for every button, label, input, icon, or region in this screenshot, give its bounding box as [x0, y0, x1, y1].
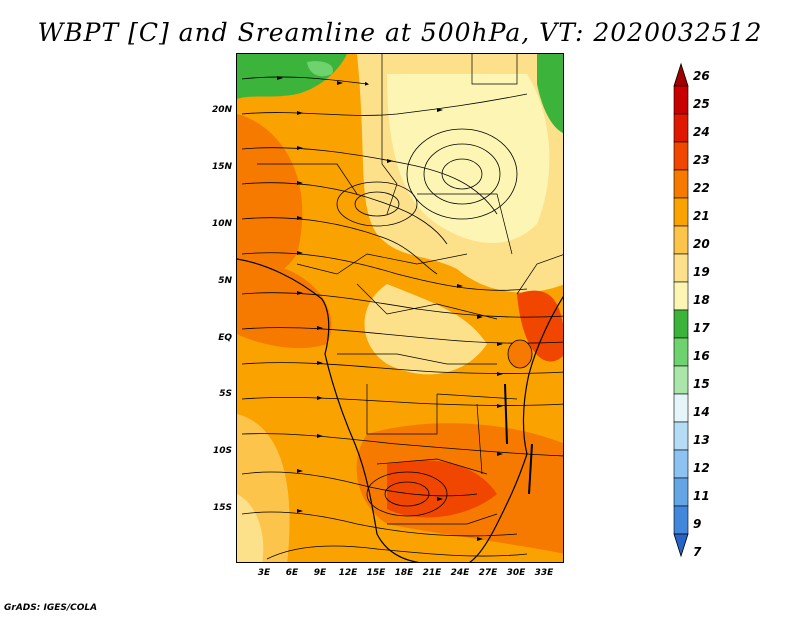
colorbar-label: 14: [693, 405, 710, 419]
colorbar-label: 13: [693, 433, 710, 447]
lon-label-12e: 12E: [338, 568, 358, 578]
colorbar-label: 25: [693, 97, 710, 111]
map-panel: [236, 53, 564, 563]
colorbar-label: 20: [693, 237, 710, 251]
field-green-ne: [537, 54, 563, 133]
lon-label-24e: 24E: [450, 568, 470, 578]
grads-credit: GrADS: IGES/COLA: [4, 603, 98, 613]
field-light-green-nw: [307, 61, 333, 77]
colorbar-bin: [673, 225, 689, 255]
colorbar-bin: [673, 141, 689, 171]
streamlines: [241, 76, 563, 560]
lon-label-27e: 27E: [478, 568, 498, 578]
streamline-arrows: [277, 76, 503, 541]
colorbar-bin: [673, 477, 689, 507]
lake-victoria: [507, 339, 533, 369]
lat-label-eq: EQ: [218, 333, 232, 343]
coastlines: [237, 258, 563, 562]
colorbar-label: 11: [693, 489, 710, 503]
colorbar-bin: [673, 113, 689, 143]
colorbar-label: 15: [693, 377, 710, 391]
lat-label-10s: 10S: [212, 446, 232, 456]
colorbar-bin: [673, 393, 689, 423]
colorbar-bin: [673, 253, 689, 283]
colorbar-bin: [673, 197, 689, 227]
colorbar-bottom-arrow: [673, 533, 689, 558]
lat-label-10n: 10N: [211, 219, 232, 229]
field-red-east: [517, 290, 563, 362]
field-yellow-sw: [237, 494, 264, 562]
colorbar-label: 7: [693, 545, 702, 559]
colorbar-bin: [673, 337, 689, 367]
colorbar-label: 18: [693, 293, 710, 307]
colorbar-label: 21: [693, 209, 710, 223]
lon-label-21e: 21E: [422, 568, 442, 578]
colorbar-label: 16: [693, 349, 710, 363]
colorbar-bin: [673, 421, 689, 451]
colorbar-bin: [673, 309, 689, 339]
colorbar-label: 22: [693, 181, 710, 195]
wbpt-field-map: [237, 54, 563, 562]
colorbar-label: 12: [693, 461, 710, 475]
colorbar-top-arrow: [673, 62, 689, 87]
lat-label-5n: 5N: [218, 276, 232, 286]
lake-malawi: [528, 443, 533, 495]
field-yellow-central: [364, 284, 487, 375]
lake-tanganyika: [504, 383, 508, 445]
lat-label-15s: 15S: [212, 503, 232, 513]
lat-label-5s: 5S: [219, 389, 232, 399]
lon-label-6e: 6E: [285, 568, 299, 578]
colorbar-bin: [673, 365, 689, 395]
lon-label-33e: 33E: [534, 568, 554, 578]
lat-label-15n: 15N: [211, 162, 232, 172]
lon-label-15e: 15E: [366, 568, 386, 578]
colorbar-label: 23: [693, 153, 710, 167]
colorbar-bin: [673, 449, 689, 479]
colorbar-label: 9: [693, 517, 702, 531]
colorbar-bin: [673, 281, 689, 311]
country-borders: [257, 54, 563, 525]
map-title: WBPT [C] and Sreamline at 500hPa, VT: 20…: [37, 18, 763, 47]
field-dark-orange-gulf: [237, 262, 332, 349]
colorbar-label: 17: [693, 321, 710, 335]
field-dark-orange-west: [237, 114, 303, 280]
colorbar-bin: [673, 85, 689, 115]
colorbar-bin: [673, 169, 689, 199]
field-red-south: [387, 460, 497, 518]
lat-label-20n: 20N: [211, 105, 232, 115]
lon-label-3e: 3E: [257, 568, 271, 578]
colorbar-label: 24: [693, 125, 710, 139]
colorbar-bin: [673, 505, 689, 535]
lon-label-30e: 30E: [506, 568, 526, 578]
colorbar-label: 26: [693, 69, 710, 83]
colorbar-label: 19: [693, 265, 710, 279]
lon-label-9e: 9E: [313, 568, 327, 578]
lon-label-18e: 18E: [394, 568, 414, 578]
field-pale-center: [387, 74, 550, 243]
